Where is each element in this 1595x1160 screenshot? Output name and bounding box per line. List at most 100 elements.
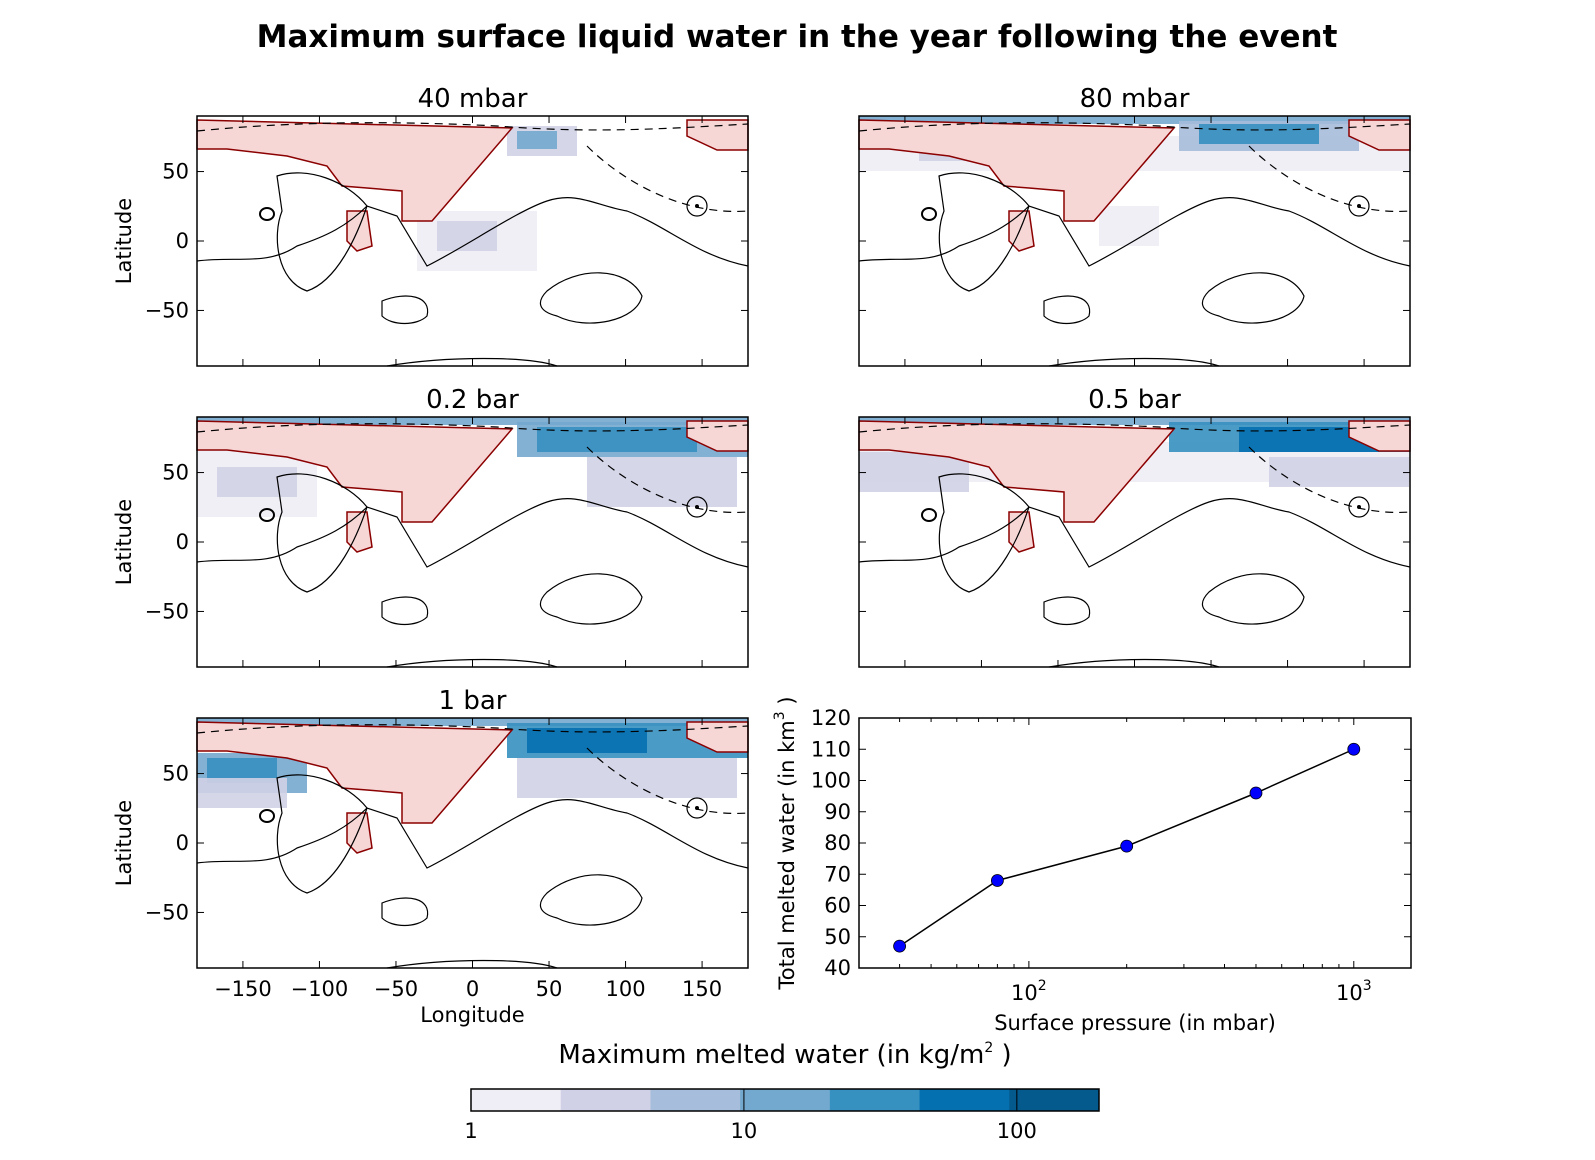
y-tick-label: 120 <box>811 706 851 730</box>
contour-line <box>1201 272 1305 324</box>
dashed-contour <box>858 122 1411 132</box>
contour-line <box>858 498 1411 568</box>
lon-tick-label: 150 <box>682 977 722 1001</box>
contour-line <box>276 473 368 593</box>
map-ylabel: Latitude <box>112 800 136 886</box>
contour-line <box>539 272 643 324</box>
lat-tick-label: 0 <box>176 831 189 855</box>
lat-tick-label: −50 <box>145 298 189 322</box>
y-tick-label: 50 <box>824 925 851 949</box>
lat-tick-label: 0 <box>176 530 189 554</box>
colorbar: Maximum melted water (in kg/m2 ) 1 10 100 <box>464 1040 1100 1143</box>
contour-line <box>539 874 643 926</box>
contour-line <box>196 197 749 267</box>
lon-tick-label: −150 <box>214 977 272 1001</box>
contour-line <box>858 197 1411 267</box>
dashed-contour <box>196 423 749 433</box>
map-title: 0.5 bar <box>1088 385 1181 415</box>
melt-patch <box>1199 124 1319 144</box>
dashed-contour <box>586 145 749 213</box>
data-point <box>1347 742 1361 756</box>
ice-cap-region-east <box>686 721 749 753</box>
x-tick-label: 102 <box>1011 978 1047 1005</box>
y-tick-label: 60 <box>824 894 851 918</box>
contour-line <box>276 172 368 292</box>
contour-line <box>539 573 643 625</box>
lat-tick-label: −50 <box>145 599 189 623</box>
lon-tick-label: 100 <box>606 977 646 1001</box>
contour-line <box>1048 658 1220 668</box>
volcano-contour <box>686 195 708 217</box>
contour-line <box>276 774 368 894</box>
map-xlabel: Longitude <box>420 1003 524 1027</box>
colorbar-tick-label: 1 <box>464 1119 477 1143</box>
figure-title: Maximum surface liquid water in the year… <box>257 19 1338 55</box>
map-panel-2: 80 mbar <box>858 84 1411 367</box>
pressure-chart: 40 50 60 70 80 90 100 110 120 102 103 Surface press… <box>772 696 1412 1035</box>
ice-cap-region-east <box>1348 420 1411 452</box>
volcano-contour <box>259 809 275 823</box>
ice-cap-region <box>858 420 1176 523</box>
chart-xlabel: Surface pressure (in mbar) <box>994 1011 1276 1035</box>
contour-line <box>386 959 558 969</box>
chart-ylabel: Total melted water (in km3 ) <box>772 696 799 990</box>
y-tick-label: 80 <box>824 831 851 855</box>
map-panel-1: 40 mbar 50 0 −50 Latitude <box>112 84 749 367</box>
ice-cap-region <box>196 119 514 222</box>
lon-tick-label: −50 <box>374 977 418 1001</box>
colorbar-tick-label: 10 <box>731 1119 758 1143</box>
melt-patch <box>1099 206 1159 246</box>
map-panel-5: 1 bar 50 0 −50 Latitude −150 −100 −50 0 50 100 150 L… <box>112 686 749 1027</box>
map-title: 80 mbar <box>1080 84 1190 114</box>
map-panels: 40 mbar 50 0 −50 Latitude 80 mbar 0.2 bar 50 0 −5… <box>112 84 1411 1027</box>
lon-tick-label: −100 <box>291 977 349 1001</box>
colorbar-segment <box>471 1089 562 1111</box>
y-tick-label: 100 <box>811 769 851 793</box>
map-title: 1 bar <box>439 686 507 716</box>
colorbar-segment <box>560 1089 651 1111</box>
volcano-contour <box>686 496 708 518</box>
data-point <box>1249 786 1263 800</box>
volcano-contour <box>921 207 937 221</box>
y-tick-label: 70 <box>824 862 851 886</box>
contour-line <box>1043 596 1091 626</box>
melt-patch <box>587 457 737 507</box>
data-point <box>990 874 1004 887</box>
map-panel-4: 0.5 bar <box>858 385 1411 668</box>
volcano-contour <box>921 508 937 522</box>
contour-line <box>1048 357 1220 367</box>
contour-line <box>938 473 1030 593</box>
colorbar-segment <box>740 1089 831 1111</box>
contour-line <box>938 172 1030 292</box>
ice-cap-region <box>858 119 1176 222</box>
melt-patch <box>527 728 647 753</box>
melt-patch <box>1269 457 1409 487</box>
map-title: 40 mbar <box>418 84 528 114</box>
melt-patch <box>197 778 287 808</box>
melt-patch <box>517 758 737 798</box>
map-title: 0.2 bar <box>426 385 519 415</box>
contour-line <box>381 596 429 626</box>
melt-patch <box>859 452 969 492</box>
y-tick-label: 40 <box>824 956 851 980</box>
colorbar-segment <box>919 1089 1010 1111</box>
contour-line <box>386 357 558 367</box>
colorbar-segment <box>829 1089 921 1111</box>
lat-tick-label: 0 <box>176 229 189 253</box>
contour-line <box>1201 573 1305 625</box>
lat-tick-label: 50 <box>162 762 189 786</box>
map-ylabel: Latitude <box>112 499 136 585</box>
contour-line <box>196 498 749 568</box>
dashed-contour <box>586 747 749 815</box>
map-ylabel: Latitude <box>112 198 136 284</box>
dashed-contour <box>1248 446 1411 514</box>
volcano-contour <box>686 797 708 819</box>
lon-tick-label: 0 <box>466 977 479 1001</box>
ice-cap-region <box>196 420 514 523</box>
ice-cap-region-east <box>686 420 749 452</box>
ice-cap-region-east <box>1348 119 1411 151</box>
volcano-contour <box>1348 195 1370 217</box>
map-panel-3: 0.2 bar 50 0 −50 Latitude <box>112 385 749 668</box>
lat-tick-label: −50 <box>145 900 189 924</box>
